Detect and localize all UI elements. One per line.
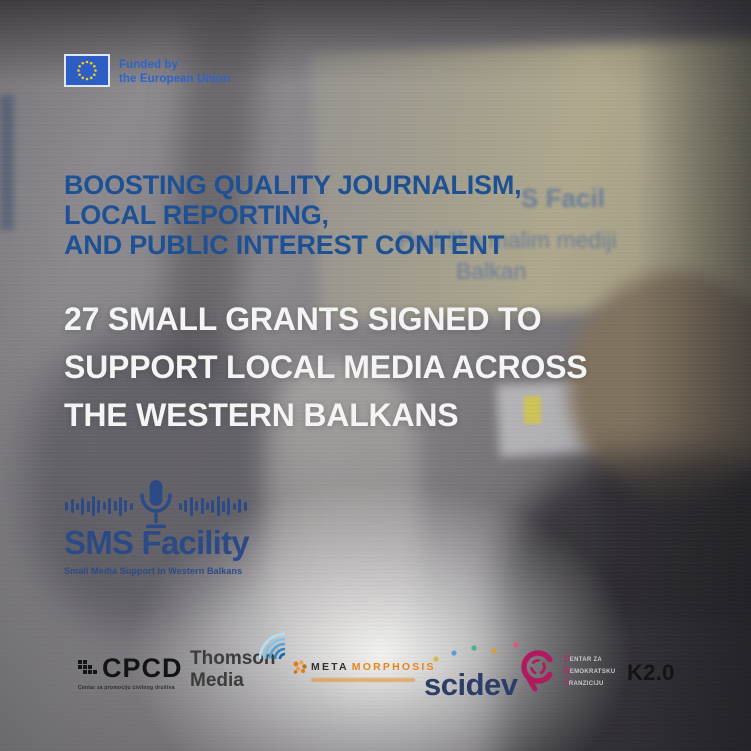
metamorphosis-dots-icon — [293, 660, 307, 674]
cdt-row: DEMOKRATSKU — [564, 665, 615, 676]
metamorphosis-name-orange: MORPHOSIS — [351, 661, 436, 673]
cdt-logo: CENTAR ZA DEMOKRATSKU TRANZICIJU — [519, 647, 615, 693]
sms-facility-tagline: Small Media Support in Western Balkans — [64, 566, 243, 576]
metamorphosis-logo: META MORPHOSIS — [292, 659, 436, 682]
cdt-name-rows: CENTAR ZA DEMOKRATSKU TRANZICIJU — [564, 653, 615, 688]
cdt-circle-icon — [521, 650, 555, 692]
cdt-rest: EMOKRATSKU — [569, 668, 616, 675]
headline-program: BOOSTING QUALITY JOURNALISM, LOCAL REPOR… — [64, 170, 522, 260]
cpcd-logo: CPCD Centar za promociju civilnog društv… — [78, 653, 183, 691]
cdt-initial: C — [564, 653, 570, 663]
thomson-fan-icon — [258, 632, 286, 660]
thomson-media-name: Thomson Media — [190, 648, 276, 692]
cdt-row: TRANZICIJU — [564, 677, 615, 688]
headline-announcement-line: THE WESTERN BALKANS — [64, 397, 459, 433]
cdt-rest: ENTAR ZA — [569, 656, 603, 663]
background-flag-strip — [0, 95, 14, 230]
screen-text-line: Podrška malim mediji — [398, 227, 617, 254]
thomson-line1: Thomson — [190, 648, 276, 669]
cpcd-grid-icon — [78, 660, 97, 674]
sms-facility-logo: SMS Facility Small Media Support in West… — [64, 479, 250, 576]
cdt-initial: T — [564, 677, 569, 687]
sms-facility-title: SMS Facility — [64, 524, 250, 561]
eu-funding-line2: the European Union — [119, 73, 231, 85]
cpcd-name: CPCD — [102, 653, 183, 683]
headline-announcement: 27 SMALL GRANTS SIGNED TO SUPPORT LOCAL … — [64, 295, 588, 439]
metamorphosis-name-dark: META — [311, 661, 349, 673]
cdt-rest: RANZICIJU — [568, 680, 604, 687]
cdt-row: CENTAR ZA — [564, 653, 615, 664]
background-right-shadow — [636, 0, 751, 751]
screen-text-line: S Facil — [521, 183, 605, 214]
screen-text-line: Balkan — [456, 258, 526, 285]
scidev-name: scidev — [424, 667, 518, 702]
microphone-icon — [140, 480, 172, 529]
scidev-logo: scidev — [424, 640, 524, 703]
headline-announcement-line: 27 SMALL GRANTS SIGNED TO — [64, 301, 542, 337]
headline-announcement-line: SUPPORT LOCAL MEDIA ACROSS — [64, 349, 588, 385]
waveform-icon — [178, 479, 248, 533]
waveform-icon — [64, 479, 134, 533]
cpcd-tagline: Centar za promociju civilnog društva — [78, 685, 175, 691]
headline-program-line: LOCAL REPORTING, — [64, 200, 329, 230]
headline-program-line: AND PUBLIC INTEREST CONTENT — [64, 230, 505, 260]
thomson-line2: Media — [190, 670, 244, 691]
background-light-glow — [128, 481, 633, 751]
headline-program-line: BOOSTING QUALITY JOURNALISM, — [64, 170, 522, 200]
eu-funding-badge: Funded by the European Union — [64, 54, 230, 87]
sms-logo-mark — [64, 479, 249, 533]
thomson-media-logo: Thomson Media — [190, 632, 286, 692]
eu-funding-label: Funded by the European Union — [119, 54, 230, 87]
scidev-dots-icon — [433, 642, 519, 662]
eu-flag-icon — [64, 54, 110, 87]
background-sticky-note — [524, 396, 541, 424]
k20-logo: K2.0 — [627, 660, 675, 685]
cdt-initial: D — [564, 665, 570, 675]
metamorphosis-tagline-blur — [311, 678, 415, 682]
eu-funding-line1: Funded by — [119, 59, 179, 71]
